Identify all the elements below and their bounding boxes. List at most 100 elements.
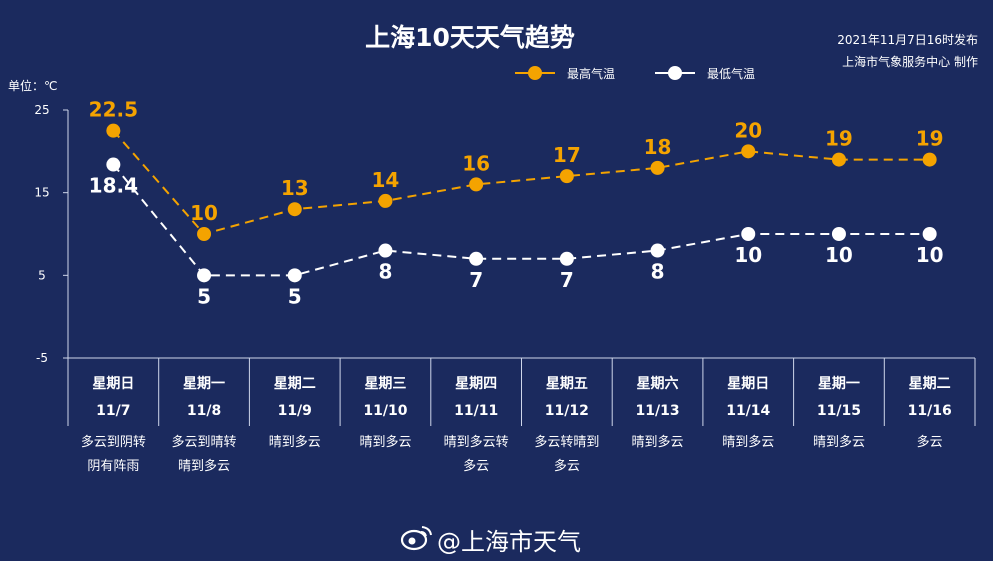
data-point <box>559 251 574 266</box>
series-low: 18.4 5 5 8 7 7 8 10 10 10 <box>89 157 944 308</box>
data-label: 8 <box>651 260 665 284</box>
data-point <box>469 251 484 266</box>
weather-description: 阴有阵雨 <box>87 459 139 474</box>
weather-description: 晴到多云 <box>178 458 230 474</box>
weather-description: 多云 <box>917 434 943 450</box>
weekday-label: 星期二 <box>274 376 316 392</box>
date-label: 11/16 <box>908 403 952 419</box>
data-point <box>469 177 484 192</box>
series-line <box>112 163 930 277</box>
data-point <box>650 243 665 258</box>
data-point <box>922 227 937 241</box>
weekday-label: 星期一 <box>183 376 225 392</box>
legend: 最高气温 最低气温 <box>515 66 755 81</box>
data-label: 7 <box>560 268 574 292</box>
data-point <box>922 152 937 167</box>
data-point <box>197 227 212 241</box>
data-label: 14 <box>372 168 400 192</box>
series-layer: 22.5 10 13 14 16 17 18 20 19 19 18.4 5 5 8 7 7 8 10 10 10 <box>89 98 944 309</box>
weather-description: 多云转晴到 <box>534 434 599 450</box>
weather-description: 多云到晴转 <box>172 434 237 450</box>
data-point <box>741 144 756 159</box>
date-label: 11/13 <box>636 403 680 419</box>
data-label: 19 <box>825 127 853 151</box>
data-point <box>741 227 756 241</box>
series-high: 22.5 10 13 14 16 17 18 20 19 19 <box>89 98 944 241</box>
weather-description: 晴到多云 <box>359 434 411 450</box>
data-point <box>106 123 121 138</box>
y-tick-label: 15 <box>34 186 49 200</box>
data-label: 10 <box>825 243 853 267</box>
data-point <box>378 243 393 258</box>
watermark-text: @上海市天气 <box>437 528 581 556</box>
weather-description: 多云 <box>554 458 580 474</box>
data-label: 10 <box>190 201 218 225</box>
data-label: 7 <box>469 268 483 292</box>
data-label: 18 <box>644 135 672 159</box>
data-label: 10 <box>734 243 762 267</box>
data-label: 5 <box>197 284 211 308</box>
date-label: 11/9 <box>278 403 312 419</box>
weekday-label: 星期五 <box>546 376 588 392</box>
data-point <box>650 160 665 175</box>
category-table: 星期日11/7多云到阴转阴有阵雨星期一11/8多云到晴转晴到多云星期二11/9晴… <box>67 358 976 474</box>
data-label: 19 <box>916 127 944 151</box>
unit-label: 单位：℃ <box>8 78 57 93</box>
weather-description: 晴到多云 <box>813 434 865 450</box>
weibo-icon <box>400 526 432 551</box>
data-label: 20 <box>734 118 762 142</box>
data-point <box>287 268 302 283</box>
weather-description: 多云 <box>463 458 489 474</box>
date-label: 11/14 <box>726 403 770 419</box>
data-label: 16 <box>462 151 490 175</box>
weekday-label: 星期日 <box>727 376 769 392</box>
data-label: 18.4 <box>89 174 138 198</box>
date-label: 11/10 <box>363 403 407 419</box>
weekday-label: 星期六 <box>637 375 679 392</box>
data-label: 22.5 <box>89 98 138 122</box>
y-tick-label: 25 <box>34 103 49 117</box>
data-label: 13 <box>281 176 309 200</box>
data-label: 17 <box>553 143 581 167</box>
legend-label: 最低气温 <box>707 66 755 81</box>
weekday-label: 星期三 <box>364 376 406 392</box>
legend-label: 最高气温 <box>567 66 615 81</box>
date-label: 11/15 <box>817 403 861 419</box>
date-label: 11/11 <box>454 403 498 419</box>
weekday-label: 星期一 <box>818 376 860 392</box>
data-label: 5 <box>288 284 302 308</box>
date-label: 11/12 <box>545 403 589 419</box>
legend-marker <box>668 66 682 80</box>
series-line <box>112 130 930 236</box>
date-label: 11/7 <box>96 403 130 419</box>
data-label: 8 <box>378 260 392 284</box>
legend-item: 最高气温 <box>515 66 615 81</box>
weekday-label: 星期日 <box>92 376 134 392</box>
y-tick-label: -5 <box>36 351 48 365</box>
legend-marker <box>528 66 542 80</box>
weather-description: 晴到多云 <box>269 434 321 450</box>
weather-description: 多云到阴转 <box>81 434 146 450</box>
date-label: 11/8 <box>187 403 221 419</box>
weather-description: 晴到多云转 <box>444 434 509 450</box>
data-point <box>831 227 846 241</box>
data-point <box>831 152 846 167</box>
chart-title: 上海10天天气趋势 <box>365 23 575 52</box>
weather-description: 晴到多云 <box>632 434 684 450</box>
legend-item: 最低气温 <box>655 66 755 81</box>
data-point <box>106 157 121 172</box>
data-label: 10 <box>916 243 944 267</box>
y-tick-label: 5 <box>38 268 46 282</box>
data-point <box>378 193 393 208</box>
watermark: @上海市天气 <box>400 526 581 556</box>
data-point <box>287 202 302 217</box>
weekday-label: 星期四 <box>455 376 497 392</box>
weather-description: 晴到多云 <box>722 434 774 450</box>
weekday-label: 星期二 <box>909 376 951 392</box>
publish-time: 2021年11月7日16时发布 <box>837 32 978 47</box>
data-point <box>197 268 212 283</box>
data-point <box>559 169 574 184</box>
publisher: 上海市气象服务中心 制作 <box>842 54 978 69</box>
